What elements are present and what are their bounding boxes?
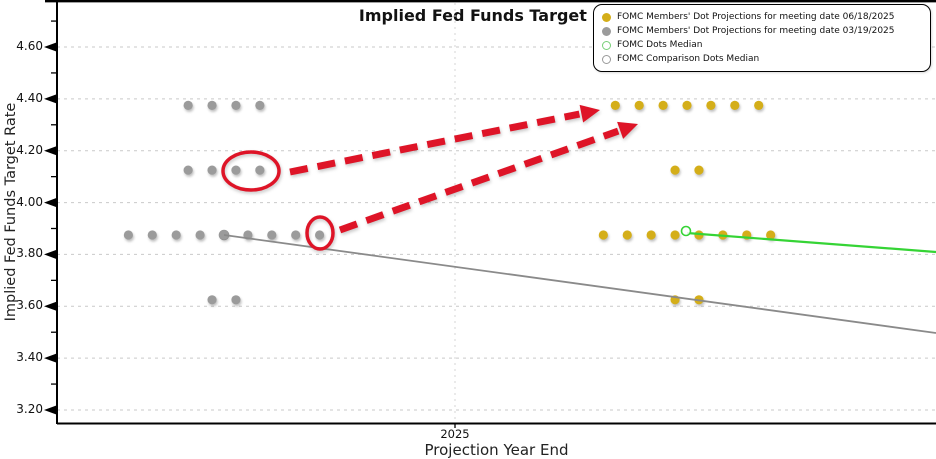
y-tick-arrow	[44, 94, 56, 104]
dot	[754, 100, 764, 110]
x-axis-label: Projection Year End	[424, 441, 569, 459]
y-tick-label: 3.20	[16, 402, 43, 416]
dot	[598, 230, 608, 240]
dot	[171, 230, 181, 240]
dot	[123, 230, 133, 240]
dot	[207, 165, 217, 175]
legend-label: FOMC Members' Dot Projections for meetin…	[617, 12, 895, 22]
gray-dot-icon	[602, 26, 611, 36]
dot-series-03-19-2025	[123, 100, 325, 305]
dot	[183, 100, 193, 110]
dot	[682, 100, 692, 110]
y-tick-arrow	[44, 42, 56, 52]
dot	[255, 100, 265, 110]
legend-label: FOMC Dots Median	[617, 40, 703, 50]
legend-item-comparison-median: FOMC Comparison Dots Median	[602, 52, 922, 66]
dot	[207, 295, 217, 305]
chart-title: Implied Fed Funds Target Rate	[358, 6, 635, 25]
dot	[766, 230, 776, 240]
dot	[147, 230, 157, 240]
legend-item-dots-median: FOMC Dots Median	[602, 38, 922, 52]
y-tick-arrow	[44, 198, 56, 207]
red-dashed-arrow-line	[289, 110, 581, 176]
dot	[694, 165, 704, 175]
dot	[291, 230, 301, 240]
y-tick-arrow	[44, 301, 56, 311]
legend-label: FOMC Comparison Dots Median	[617, 54, 760, 64]
highlight-ellipse	[221, 150, 281, 192]
highlight-ellipse	[305, 215, 335, 251]
dot	[195, 230, 205, 240]
y-tick-arrow	[44, 353, 56, 363]
dot	[610, 100, 620, 110]
legend-item-dots-06-18-2025: FOMC Members' Dot Projections for meetin…	[602, 10, 922, 24]
legend-item-dots-03-19-2025: FOMC Members' Dot Projections for meetin…	[602, 24, 922, 38]
y-tick-label: 3.80	[16, 246, 43, 261]
green-open-circle-icon	[602, 40, 611, 50]
axes	[45, 0, 936, 428]
y-tick-label: 3.60	[16, 298, 43, 313]
legend-label: FOMC Members' Dot Projections for meetin…	[617, 26, 895, 36]
y-tick-label: 4.60	[16, 39, 43, 53]
dots-median-marker	[680, 225, 692, 237]
yellow-dot-icon	[602, 12, 611, 22]
red-dashed-arrow-line	[338, 127, 620, 234]
y-tick-label: 4.00	[16, 194, 43, 209]
y-tick-label: 4.20	[16, 142, 43, 157]
y-tick-label: 4.40	[16, 90, 43, 105]
dot	[231, 295, 241, 305]
red-arrowhead	[579, 104, 600, 123]
y-tick-label: 3.40	[16, 350, 43, 365]
x-tick-2025: 2025	[440, 427, 470, 441]
y-tick-arrow	[44, 250, 56, 259]
dot	[315, 230, 325, 240]
dot	[658, 100, 668, 110]
gray-open-circle-icon	[602, 54, 611, 64]
dot	[231, 165, 241, 175]
dot	[183, 165, 193, 175]
dot	[231, 100, 241, 110]
dot	[706, 100, 716, 110]
dot	[646, 230, 656, 240]
dot	[730, 100, 740, 110]
y-tick-arrow	[44, 146, 56, 156]
red-annotations	[221, 104, 638, 251]
dot	[267, 230, 277, 240]
dot	[670, 165, 680, 175]
dot	[255, 165, 265, 175]
dot	[670, 230, 680, 240]
dot	[207, 100, 217, 110]
dot-series-06-18-2025	[598, 100, 776, 305]
dot	[634, 100, 644, 110]
y-ticks	[44, 20, 57, 415]
dots-median-line	[686, 231, 936, 254]
legend: FOMC Members' Dot Projections for meetin…	[593, 4, 931, 72]
dot	[622, 230, 632, 240]
y-tick-arrow	[44, 405, 56, 415]
comparison-median-line	[223, 234, 936, 334]
red-arrowhead	[617, 121, 638, 139]
dot	[219, 230, 229, 240]
